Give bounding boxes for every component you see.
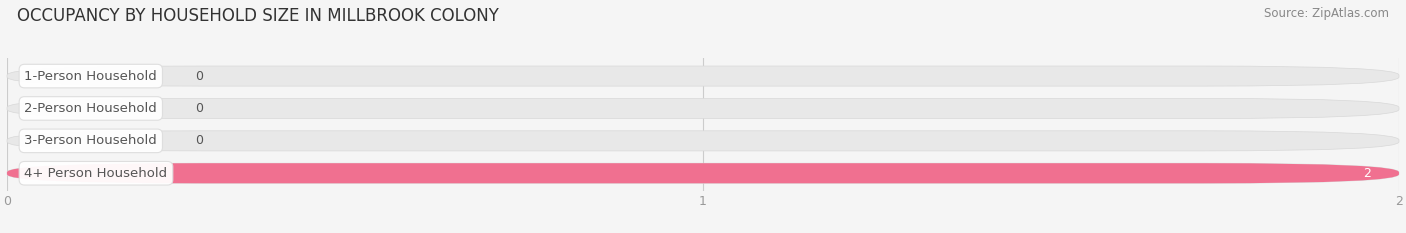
FancyBboxPatch shape [7,131,1399,151]
Text: 2: 2 [1364,167,1371,180]
Text: Source: ZipAtlas.com: Source: ZipAtlas.com [1264,7,1389,20]
FancyBboxPatch shape [7,163,1399,183]
Text: 0: 0 [195,70,202,82]
Text: 1-Person Household: 1-Person Household [24,70,157,82]
FancyBboxPatch shape [7,66,1399,86]
FancyBboxPatch shape [7,98,1399,119]
FancyBboxPatch shape [7,163,1399,183]
Text: 0: 0 [195,102,202,115]
Text: 2-Person Household: 2-Person Household [24,102,157,115]
Text: 0: 0 [195,134,202,147]
Text: 3-Person Household: 3-Person Household [24,134,157,147]
Text: 4+ Person Household: 4+ Person Household [24,167,167,180]
Text: OCCUPANCY BY HOUSEHOLD SIZE IN MILLBROOK COLONY: OCCUPANCY BY HOUSEHOLD SIZE IN MILLBROOK… [17,7,499,25]
